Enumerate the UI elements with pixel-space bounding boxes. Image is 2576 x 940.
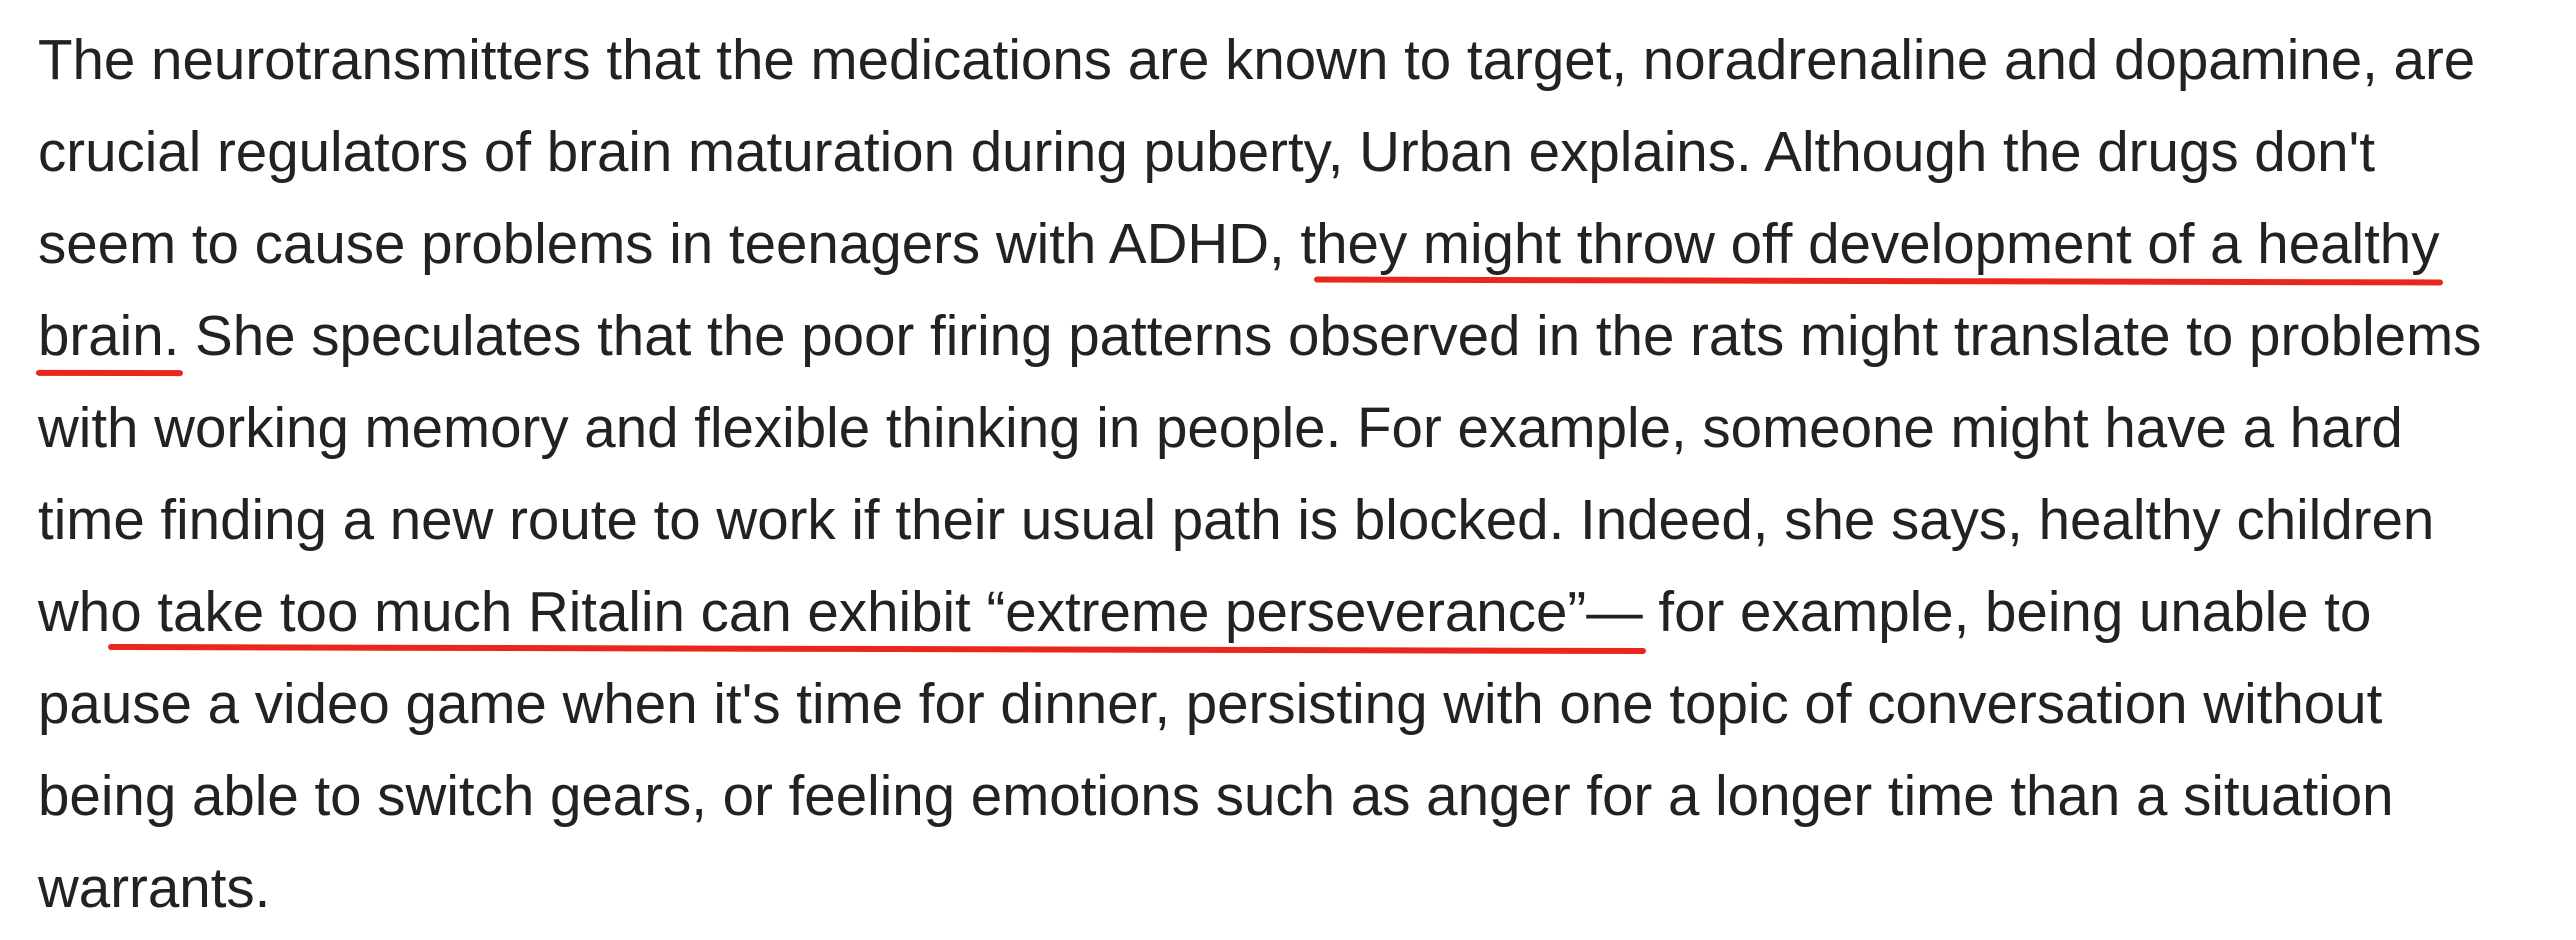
paragraph-line: pause a video game when it's time for di…	[38, 658, 2558, 750]
text-run: pause a video game when it's time for di…	[38, 672, 2383, 735]
text-run: She speculates that the poor firing patt…	[179, 304, 2482, 367]
paragraph-line: warrants.	[38, 842, 2558, 934]
text-run: time finding a new route to work if thei…	[38, 488, 2435, 551]
paragraph-line: The neurotransmitters that the medicatio…	[38, 14, 2558, 106]
text-run: warrants.	[38, 856, 271, 919]
text-run: seem to cause problems in teenagers with…	[38, 212, 1317, 275]
highlighted-phrase: o take too much Ritalin can exhibit “ext…	[110, 566, 1642, 658]
highlighted-phrase: brain.	[38, 290, 179, 382]
paragraph-line: being able to switch gears, or feeling e…	[38, 750, 2558, 842]
text-run: crucial regulators of brain maturation d…	[38, 120, 2376, 183]
text-run: for example, being unable to	[1642, 580, 2372, 643]
paragraph-line: crucial regulators of brain maturation d…	[38, 106, 2558, 198]
paragraph-line: who take too much Ritalin can exhibit “e…	[38, 566, 2558, 658]
paragraph-line: seem to cause problems in teenagers with…	[38, 198, 2558, 290]
text-run: with working memory and flexible thinkin…	[38, 396, 2403, 459]
text-run: wh	[38, 580, 111, 643]
paragraph-line: with working memory and flexible thinkin…	[38, 382, 2558, 474]
text-run: being able to switch gears, or feeling e…	[38, 764, 2394, 827]
paragraph-line: brain. She speculates that the poor firi…	[38, 290, 2558, 382]
highlighted-phrase: hey might throw off development of a hea…	[1316, 198, 2439, 290]
article-paragraph: The neurotransmitters that the medicatio…	[38, 14, 2558, 934]
text-run: The neurotransmitters that the medicatio…	[38, 28, 2476, 91]
paragraph-line: time finding a new route to work if thei…	[38, 474, 2558, 566]
